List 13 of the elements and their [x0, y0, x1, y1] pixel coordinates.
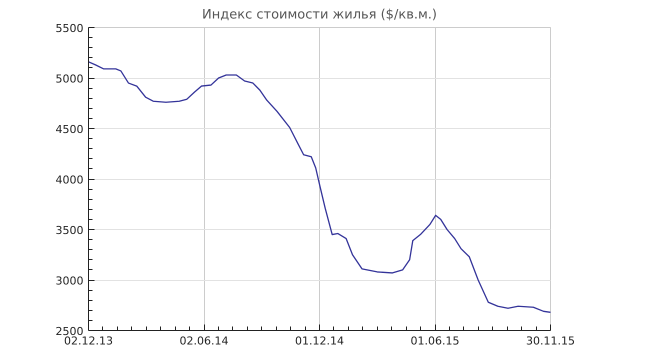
x-tick-label: 02.12.13	[64, 334, 113, 348]
y-tick-label: 4500	[56, 123, 84, 136]
x-tick-label: 01.12.14	[295, 334, 344, 348]
chart-title: Индекс стоимости жилья ($/кв.м.)	[202, 8, 438, 22]
y-tick-label: 3000	[56, 274, 84, 288]
x-tick-label: 01.06.15	[410, 334, 460, 348]
y-tick-label: 5500	[56, 22, 84, 35]
y-tick-label: 4000	[56, 174, 84, 186]
y-tick-label: 3500	[56, 224, 84, 237]
line-series	[88, 61, 550, 313]
y-tick-label: 5000	[56, 72, 84, 86]
x-tick-label: 30.11.15	[526, 334, 575, 348]
x-tick-label: 02.06.14	[180, 334, 228, 348]
